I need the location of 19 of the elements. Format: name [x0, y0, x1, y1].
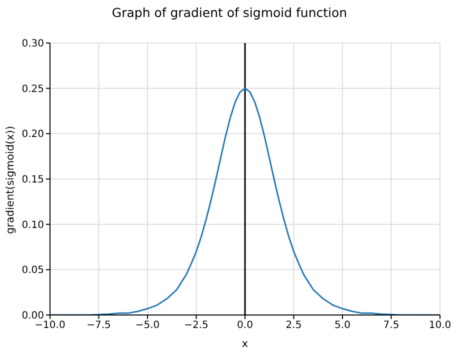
y-tick-label: 0.25: [22, 84, 44, 95]
y-tick-label: 0.20: [22, 129, 44, 140]
x-tick-label: −2.5: [184, 320, 208, 332]
y-tick-label: 0.05: [22, 265, 44, 276]
x-axis-title: x: [242, 338, 248, 350]
y-tick-label: 0.15: [22, 174, 44, 186]
x-tick-label: 5.0: [334, 320, 350, 332]
chart-title: Graph of gradient of sigmoid function: [110, 5, 348, 20]
x-tick-label: −7.5: [86, 320, 111, 332]
x-tick-label: 10.0: [428, 320, 452, 332]
y-tick-label: 0.10: [22, 220, 44, 231]
x-tick-label: 7.5: [383, 320, 400, 332]
y-tick-label: 0.30: [22, 38, 44, 50]
y-tick-label: 0.00: [22, 310, 44, 322]
y-axis-title: gradient(sigmoid(x)): [4, 126, 17, 234]
x-tick-label: −5.0: [135, 320, 160, 332]
x-tick-label: −10.0: [34, 320, 66, 332]
x-tick-label: 2.5: [286, 320, 302, 332]
x-tick-label: 0.0: [237, 320, 253, 332]
